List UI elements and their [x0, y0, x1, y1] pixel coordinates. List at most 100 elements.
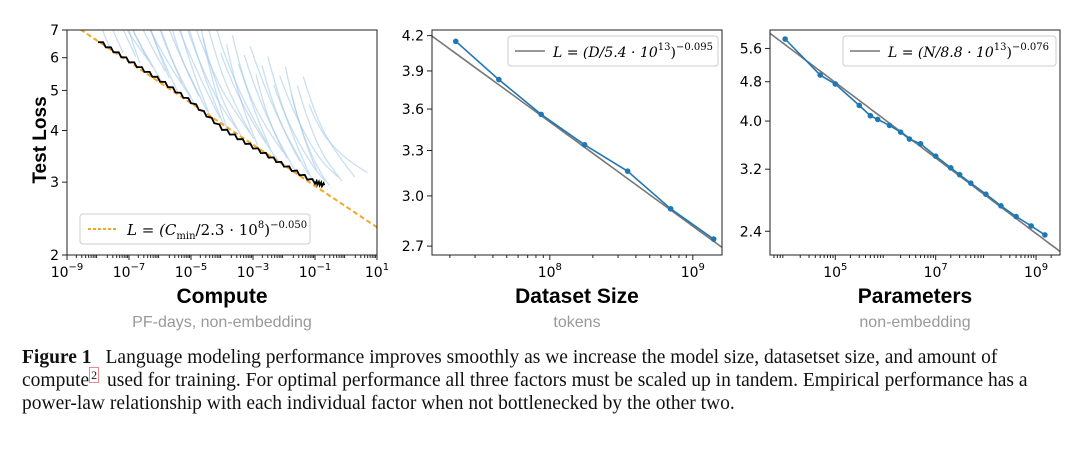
- data-point: [867, 112, 874, 119]
- dataset-legend-box: [507, 35, 719, 67]
- data-point: [874, 116, 881, 123]
- y-tick-label: 5.6: [740, 41, 762, 57]
- data-point: [897, 129, 904, 135]
- y-tick-label: 4.8: [740, 75, 762, 91]
- parameters-panel: 2.4 3.2 4.0 4.8 5.6 105 107 109 L = (N/8.8 · 1…: [740, 29, 1061, 331]
- training-curve: [200, 30, 229, 133]
- data-point: [1013, 213, 1019, 220]
- x-tick-label: 105: [823, 262, 847, 281]
- x-tick-label: 10−5: [175, 262, 208, 281]
- parameters-series-line: [784, 38, 1046, 236]
- caption-text-before: Language modeling performance improves s…: [22, 347, 998, 391]
- training-curve: [249, 45, 310, 175]
- training-curve: [216, 30, 267, 143]
- x-tick-label: 109: [681, 262, 705, 281]
- figure-caption: Figure 1 Language modeling performance im…: [22, 346, 1062, 415]
- dataset-legend: L = (D/5.4 · 1013)−0.095: [507, 35, 719, 67]
- dataset-series-line: [455, 40, 715, 240]
- parameters-x-ticks: 105 107 109: [773, 255, 1052, 281]
- y-tick-label: 3.6: [402, 102, 424, 118]
- dataset-y-ticks: 2.7 3.0 3.3 3.6 3.9 4.2: [402, 29, 432, 255]
- training-curve: [208, 30, 255, 140]
- dataset-x-ticks: 108 109: [449, 255, 705, 281]
- x-tick-label: 109: [1024, 262, 1048, 281]
- y-tick-label: 5: [50, 83, 59, 99]
- parameters-legend-label: L = (N/8.8 · 1013)−0.076: [887, 42, 1049, 61]
- compute-legend-box: [79, 213, 311, 245]
- training-curve: [237, 63, 284, 153]
- data-point: [932, 153, 939, 159]
- data-point: [998, 203, 1004, 209]
- training-curve: [179, 30, 213, 120]
- parameters-legend: L = (N/8.8 · 1013)−0.076: [842, 35, 1057, 67]
- dataset-title: Dataset Size: [515, 285, 639, 308]
- training-curve: [126, 30, 150, 61]
- training-curve: [308, 104, 368, 174]
- training-curve: [132, 30, 154, 68]
- y-tick-label: 2.7: [402, 239, 424, 255]
- y-tick-label: 3.0: [402, 189, 424, 205]
- compute-panel: Test Loss 2 3 4 5 6 7 10−9 10−7 10−5 10−3 10−1 101…: [30, 23, 389, 331]
- compute-fit-line: [79, 30, 377, 229]
- y-tick-label: 4: [50, 124, 59, 140]
- caption-label: Figure 1: [22, 347, 92, 368]
- training-curve: [202, 37, 242, 136]
- compute-axes-frame: [66, 29, 378, 256]
- dataset-panel: 2.7 3.0 3.3 3.6 3.9 4.2 108 109 L = (D/5.4 · 1…: [402, 29, 723, 331]
- parameters-points: [782, 36, 1048, 238]
- training-curve: [273, 84, 326, 182]
- training-curve: [101, 30, 111, 49]
- data-point: [1028, 223, 1034, 229]
- training-curve: [159, 30, 196, 106]
- parameters-y-ticks: 2.4 3.2 4.0 4.8 5.6: [740, 41, 770, 240]
- series-line: [455, 40, 715, 240]
- x-tick-label: 10−3: [237, 262, 270, 281]
- footnote-link[interactable]: 2: [89, 366, 100, 383]
- series-line: [784, 38, 1046, 236]
- training-curve: [195, 30, 251, 133]
- parameters-fit-line: [770, 32, 1060, 253]
- data-point: [624, 168, 631, 174]
- training-curve: [149, 30, 192, 98]
- data-point: [667, 205, 674, 212]
- y-tick-label: 3.2: [740, 162, 762, 178]
- compute-legend: L = (Cmin/2.3 · 108)−0.050: [79, 213, 311, 245]
- training-curve: [255, 74, 288, 159]
- y-tick-label: 3.9: [402, 64, 424, 80]
- x-tick-label: 10−7: [113, 262, 146, 281]
- training-curve: [178, 30, 221, 119]
- dataset-points: [452, 38, 717, 242]
- y-tick-label: 2.4: [740, 224, 762, 240]
- training-curve: [226, 44, 259, 146]
- dataset-axes-frame: [431, 29, 723, 256]
- training-curve: [171, 30, 200, 97]
- training-curve: [261, 65, 301, 162]
- x-tick-label: 107: [924, 262, 948, 281]
- compute-frontier: [98, 41, 326, 189]
- y-tick-label: 3.3: [402, 144, 424, 160]
- compute-title: Compute: [177, 285, 268, 308]
- data-point: [967, 180, 974, 186]
- training-curve: [150, 30, 170, 79]
- data-point: [1042, 232, 1048, 238]
- data-point: [832, 81, 839, 87]
- training-curve: [122, 30, 137, 57]
- data-point: [956, 171, 963, 178]
- y-tick-label: 4.2: [402, 29, 424, 45]
- training-curve: [188, 30, 225, 126]
- data-point: [538, 111, 544, 118]
- x-tick-label: 101: [365, 262, 389, 281]
- parameters-subtitle: non-embedding: [859, 314, 970, 331]
- training-curve: [220, 52, 280, 163]
- x-tick-label: 10−1: [299, 262, 332, 281]
- dataset-legend-label: L = (D/5.4 · 1013)−0.095: [552, 42, 713, 61]
- dataset-subtitle: tokens: [553, 314, 600, 331]
- compute-x-ticks: 10−9 10−7 10−5 10−3 10−1 101: [51, 255, 389, 281]
- training-curves: [101, 30, 368, 186]
- data-point: [947, 165, 954, 171]
- frontier-line: [98, 41, 326, 189]
- data-point: [581, 141, 588, 148]
- y-tick-label: 6: [50, 51, 59, 67]
- training-curve: [267, 56, 314, 182]
- data-point: [917, 140, 924, 147]
